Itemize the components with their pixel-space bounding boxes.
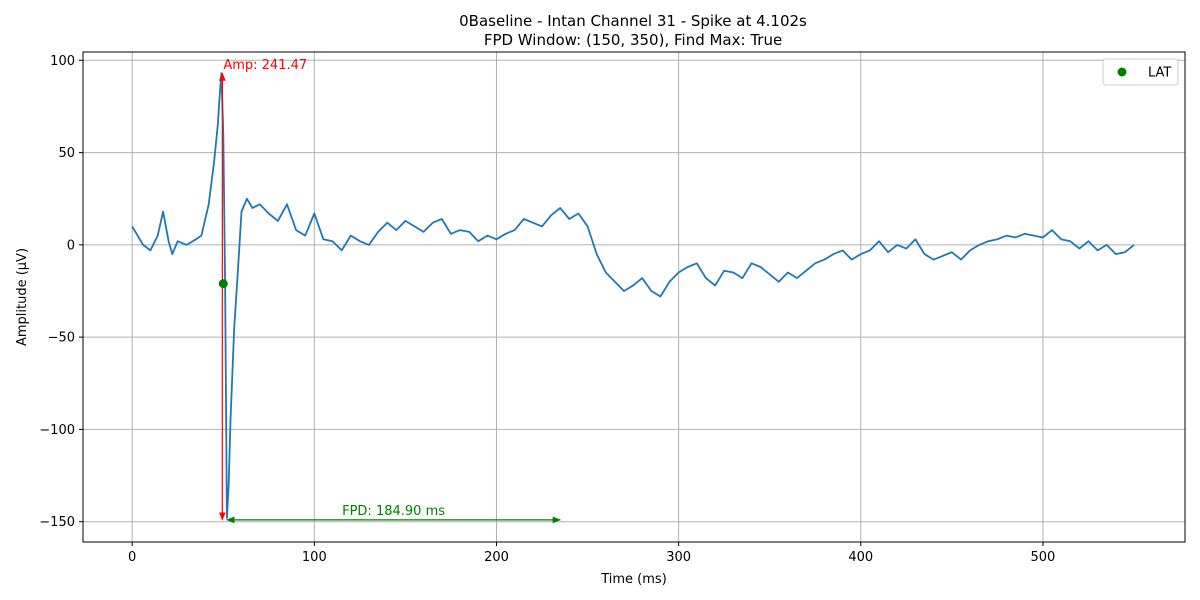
y-tick-label: 100 — [50, 54, 75, 69]
y-tick-label: −100 — [39, 423, 75, 438]
chart-title-line2: FPD Window: (150, 350), Find Max: True — [484, 31, 782, 49]
x-axis-ticks: 0 100 200 300 400 500 — [128, 542, 1055, 565]
legend-label-lat: LAT — [1148, 66, 1171, 81]
x-tick-label: 300 — [666, 550, 691, 565]
plot-frame — [82, 51, 1186, 543]
x-tick-label: 500 — [1031, 550, 1056, 565]
y-tick-label: −50 — [48, 331, 75, 346]
y-tick-label: 0 — [67, 238, 75, 253]
y-tick-label: 50 — [58, 146, 75, 161]
legend: LAT — [1102, 58, 1179, 86]
x-tick-label: 100 — [302, 550, 327, 565]
x-tick-label: 200 — [484, 550, 509, 565]
y-axis-ticks: 100 50 0 −50 −100 −150 — [39, 54, 83, 530]
fpd-annotation-label: FPD: 184.90 ms — [342, 504, 445, 519]
y-axis-label: Amplitude (µV) — [15, 248, 30, 346]
x-tick-label: 0 — [128, 550, 136, 565]
lat-point — [218, 279, 228, 289]
legend-marker-lat — [1117, 67, 1127, 77]
x-tick-label: 400 — [848, 550, 873, 565]
x-axis-label: Time (ms) — [600, 572, 667, 587]
chart-title-line1: 0Baseline - Intan Channel 31 - Spike at … — [459, 12, 807, 30]
grid — [83, 52, 1185, 542]
y-tick-label: −150 — [39, 515, 75, 530]
legend-box — [1102, 58, 1179, 86]
amp-annotation-label: Amp: 241.47 — [223, 58, 307, 73]
series-line — [131, 72, 1135, 519]
